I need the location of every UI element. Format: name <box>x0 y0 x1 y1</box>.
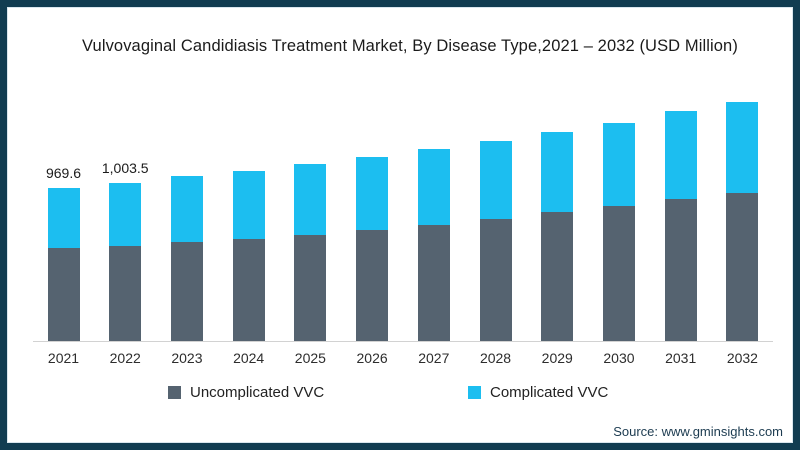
bar-2029 <box>541 132 574 341</box>
x-axis-label-2022: 2022 <box>109 350 141 366</box>
legend-swatch-uncomplicated <box>168 386 181 399</box>
bar-2031 <box>664 111 697 341</box>
bar-2026 <box>356 157 389 341</box>
bar-segment-complicated-2024 <box>232 171 265 239</box>
bar-segment-uncomplicated-2030 <box>602 206 635 341</box>
bar-segment-uncomplicated-2032 <box>726 193 759 341</box>
bar-segment-complicated-2023 <box>170 176 203 242</box>
legend-item-complicated: Complicated VVC <box>468 384 608 401</box>
bar-segment-uncomplicated-2025 <box>294 235 327 341</box>
x-axis-label-2028: 2028 <box>479 350 512 366</box>
bar-segment-complicated-2029 <box>541 132 574 212</box>
x-axis-label-2023: 2023 <box>171 350 203 366</box>
bar-segment-complicated-2027 <box>417 149 450 225</box>
legend-label: Complicated VVC <box>490 384 609 401</box>
bar-segment-uncomplicated-2028 <box>479 219 512 341</box>
bar-segment-complicated-2032 <box>726 102 759 193</box>
bar-2023 <box>170 176 203 341</box>
x-axis-label-2031: 2031 <box>665 350 697 366</box>
legend-label: Uncomplicated VVC <box>190 384 325 401</box>
bar-2027 <box>417 149 450 341</box>
x-axis-label-2024: 2024 <box>233 350 265 366</box>
data-label-2022: 1,003.5 <box>101 160 149 176</box>
bar-segment-uncomplicated-2024 <box>232 239 265 341</box>
bar-2025 <box>294 164 327 341</box>
bar-segment-uncomplicated-2031 <box>664 199 697 341</box>
bar-segment-complicated-2021 <box>47 188 80 248</box>
x-axis-label-2021: 2021 <box>47 350 80 366</box>
bar-segment-complicated-2026 <box>356 157 389 230</box>
bar-segment-complicated-2030 <box>602 123 635 206</box>
legend-item-uncomplicated: Uncomplicated VVC <box>168 384 324 401</box>
bar-2032 <box>726 102 759 341</box>
bar-segment-complicated-2022 <box>109 183 142 246</box>
bar-segment-uncomplicated-2027 <box>417 225 450 341</box>
bar-2028 <box>479 141 512 341</box>
plot-area: 2021 969.6 2022 1,003.5 2023 2024 2025 2026 2027… <box>7 7 793 443</box>
x-axis-label-2032: 2032 <box>726 350 758 366</box>
bar-2022 <box>109 183 142 341</box>
legend: Uncomplicated VVC Complicated VVC <box>7 384 793 406</box>
bar-2021 <box>47 188 80 341</box>
x-axis-label-2030: 2030 <box>603 350 635 366</box>
bar-segment-uncomplicated-2022 <box>109 246 142 341</box>
x-axis-label-2027: 2027 <box>418 350 450 366</box>
source-attribution: Source: www.gminsights.com <box>613 424 783 439</box>
legend-swatch-complicated <box>468 386 481 399</box>
bar-2024 <box>232 171 265 341</box>
bar-segment-uncomplicated-2023 <box>170 242 203 341</box>
bar-segment-complicated-2025 <box>294 164 327 235</box>
bar-segment-uncomplicated-2029 <box>541 212 574 341</box>
chart-title: Vulvovaginal Candidiasis Treatment Marke… <box>82 37 738 55</box>
x-axis-label-2029: 2029 <box>541 350 573 366</box>
bar-segment-uncomplicated-2026 <box>356 230 389 341</box>
x-axis-line <box>33 341 773 342</box>
x-axis-label-2026: 2026 <box>356 350 388 366</box>
data-label-2021: 969.6 <box>45 165 82 181</box>
bar-segment-complicated-2031 <box>664 111 697 199</box>
bar-segment-uncomplicated-2021 <box>47 248 80 341</box>
bar-segment-complicated-2028 <box>479 141 512 219</box>
bar-2030 <box>602 123 635 341</box>
x-axis-label-2025: 2025 <box>294 350 326 366</box>
